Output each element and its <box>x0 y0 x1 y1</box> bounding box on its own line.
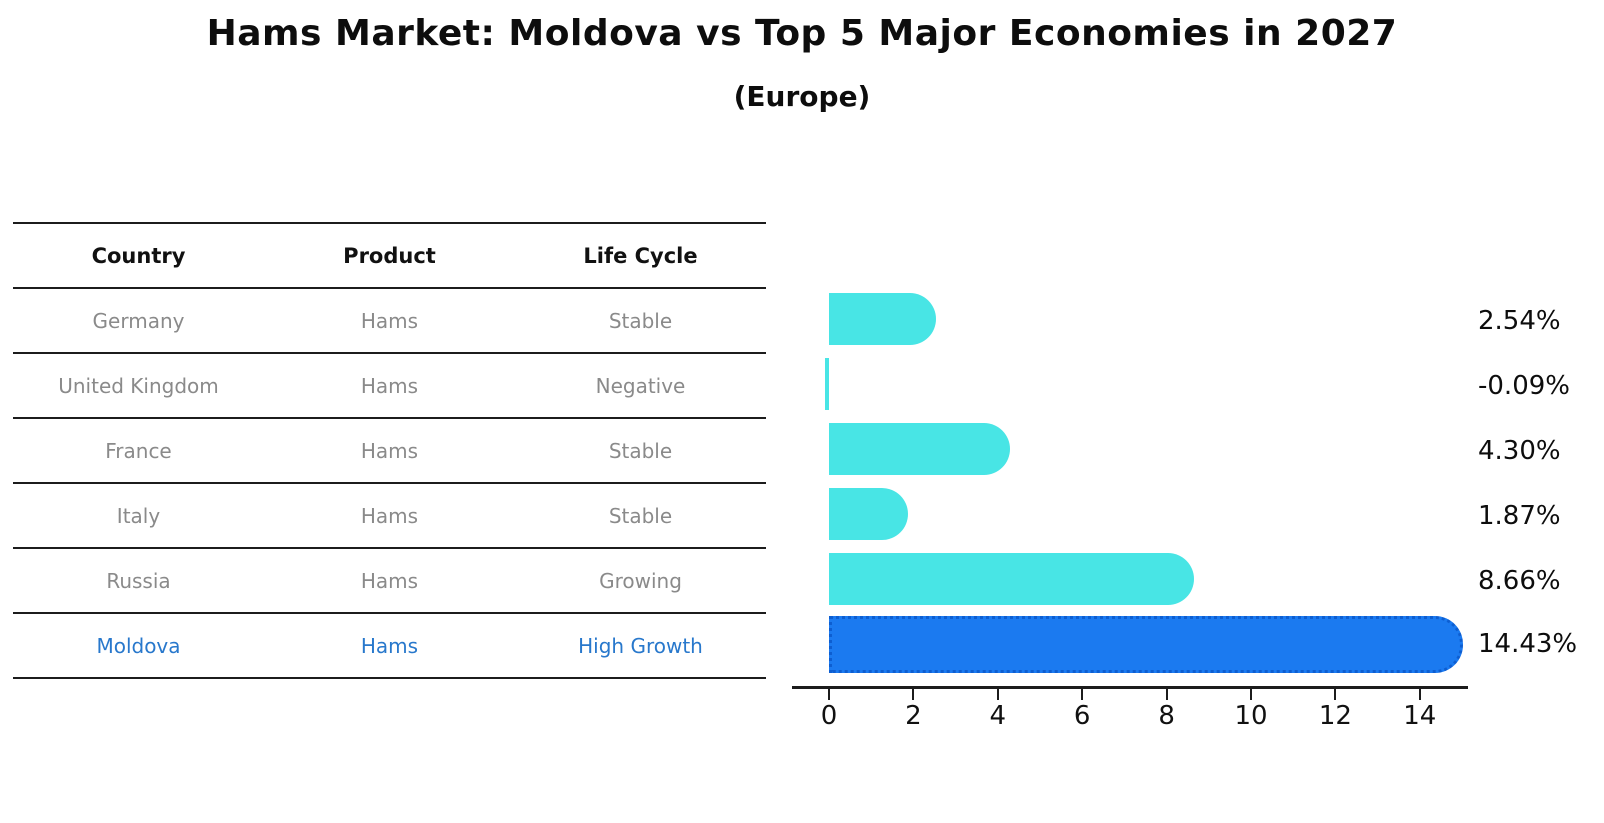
life-cycle-cell: Negative <box>595 373 686 398</box>
bar-italy <box>829 488 908 540</box>
column-header-life-cycle: Life Cycle <box>583 243 698 268</box>
page-title: Hams Market: Moldova vs Top 5 Major Econ… <box>206 13 1398 54</box>
product-cell: Hams <box>360 308 419 333</box>
table-header-row: Country Product Life Cycle <box>13 222 766 287</box>
column-header-country: Country <box>91 243 186 268</box>
x-axis-line <box>792 686 1468 689</box>
product-cell: Hams <box>360 568 419 593</box>
x-axis-tick-label: 2 <box>905 701 922 731</box>
table-row: France Hams Stable <box>13 417 766 482</box>
x-axis-tick-label: 10 <box>1234 701 1268 731</box>
country-cell: Germany <box>92 308 185 333</box>
x-axis-tick <box>1334 689 1337 700</box>
country-cell: Moldova <box>96 633 181 658</box>
bar-russia <box>829 553 1195 605</box>
value-label: 14.43% <box>1478 629 1578 659</box>
x-axis-tick <box>1165 689 1168 700</box>
bar-germany <box>829 293 937 345</box>
x-axis-tick <box>996 689 999 700</box>
value-label: 8.66% <box>1478 566 1561 596</box>
table-row: Russia Hams Growing <box>13 547 766 612</box>
table-row-highlight-moldova: Moldova Hams High Growth <box>13 612 766 679</box>
table-row: Italy Hams Stable <box>13 482 766 547</box>
x-axis-tick-label: 12 <box>1318 701 1352 731</box>
page-subtitle: (Europe) <box>733 80 871 113</box>
x-axis-tick <box>1081 689 1084 700</box>
country-cell: Russia <box>106 568 171 593</box>
product-cell: Hams <box>360 503 419 528</box>
data-table: Country Product Life Cycle Germany Hams … <box>13 222 766 679</box>
column-header-product: Product <box>343 243 436 268</box>
x-axis-tick <box>1418 689 1421 700</box>
country-cell: United Kingdom <box>58 373 219 398</box>
x-axis-tick-label: 4 <box>989 701 1007 731</box>
table-row: Germany Hams Stable <box>13 287 766 352</box>
life-cycle-cell: Growing <box>599 568 682 593</box>
table-row: United Kingdom Hams Negative <box>13 352 766 417</box>
country-cell: Italy <box>116 503 161 528</box>
life-cycle-cell: High Growth <box>578 633 703 658</box>
x-axis-tick-label: 0 <box>820 701 838 731</box>
life-cycle-cell: Stable <box>608 503 673 528</box>
product-cell: Hams <box>360 438 419 463</box>
life-cycle-cell: Stable <box>608 308 673 333</box>
value-label: -0.09% <box>1478 371 1570 401</box>
value-label: 1.87% <box>1478 501 1561 531</box>
bar-united-kingdom <box>825 358 829 410</box>
product-cell: Hams <box>360 633 419 658</box>
value-label: 4.30% <box>1478 436 1561 466</box>
value-label: 2.54% <box>1478 306 1561 336</box>
country-cell: France <box>105 438 172 463</box>
x-axis-tick <box>828 689 830 700</box>
x-axis-tick-label: 8 <box>1158 701 1175 731</box>
x-axis-tick-label: 14 <box>1403 701 1437 731</box>
life-cycle-cell: Stable <box>608 438 673 463</box>
bar-moldova-highlighted <box>829 616 1463 673</box>
x-axis-tick <box>912 689 915 700</box>
x-axis-tick-label: 6 <box>1073 701 1091 731</box>
product-cell: Hams <box>360 373 419 398</box>
bar-france <box>829 423 1011 475</box>
x-axis-tick <box>1250 689 1252 700</box>
